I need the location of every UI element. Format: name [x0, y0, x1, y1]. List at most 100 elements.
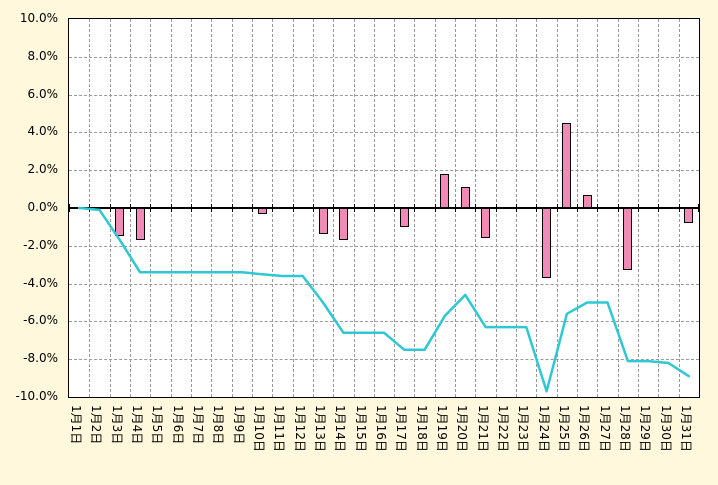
x-tick-label: 1月19日 [434, 405, 449, 452]
x-tick-label: 1月12日 [292, 405, 307, 452]
horizontal-gridline [69, 132, 699, 134]
axis-tick [394, 204, 396, 212]
x-tick-label: 1月25日 [556, 405, 571, 452]
axis-tick [617, 204, 619, 212]
x-tick-label: 1月4日 [130, 405, 145, 445]
x-tick-label: 1月21日 [475, 405, 490, 452]
axis-tick [312, 204, 314, 212]
y-tick-label: 4.0% [27, 124, 59, 139]
y-tick-label: -6.0% [23, 313, 58, 328]
axis-tick [170, 204, 172, 212]
y-tick-label: -2.0% [23, 237, 58, 252]
x-tick-label: 1月20日 [455, 405, 470, 452]
x-axis-labels: 1月1日 1月2日 1月3日 1月4日 1月5日 1月6日 1月7日 1月8日 1月9日 1月10… [68, 401, 700, 481]
y-tick-label: 10.0% [19, 11, 58, 25]
axis-tick [658, 204, 660, 212]
axis-tick [69, 204, 70, 212]
horizontal-gridline [69, 283, 699, 285]
horizontal-gridline [69, 94, 699, 96]
y-tick-label: 0.0% [27, 200, 59, 214]
bar [623, 208, 633, 271]
axis-tick [455, 204, 457, 212]
axis-tick [373, 204, 375, 212]
axis-tick [353, 204, 355, 212]
axis-tick [150, 204, 152, 212]
x-tick-label: 1月7日 [191, 405, 206, 445]
y-axis-labels: 10.0% 8.0% 6.0% 4.0% 2.0% 0.0% -2.0% -4.0% -6.0%… [0, 11, 62, 403]
bar [562, 122, 572, 208]
axis-tick [577, 204, 579, 212]
bar [684, 208, 694, 224]
axis-tick [434, 204, 436, 212]
bar [115, 208, 125, 237]
x-tick-label: 1月1日 [69, 405, 84, 445]
y-tick-label: 2.0% [27, 162, 59, 177]
x-tick-label: 1月5日 [150, 405, 165, 445]
bar [399, 208, 409, 227]
y-tick-label: -4.0% [23, 275, 58, 290]
bar [582, 194, 592, 208]
axis-tick [475, 204, 477, 212]
axis-tick [678, 204, 680, 212]
x-tick-label: 1月10日 [252, 405, 267, 452]
bar [318, 208, 328, 235]
y-tick-label: -8.0% [23, 351, 58, 366]
x-tick-label: 1月11日 [272, 405, 287, 452]
axis-tick [190, 204, 192, 212]
x-tick-label: 1月22日 [495, 405, 510, 452]
axis-tick [109, 204, 111, 212]
axis-tick [597, 204, 599, 212]
x-tick-label: 1月29日 [638, 405, 653, 452]
axis-tick [516, 204, 518, 212]
axis-tick [292, 204, 294, 212]
axis-tick [272, 204, 274, 212]
x-tick-label: 1月15日 [353, 405, 368, 452]
horizontal-gridline [69, 359, 699, 361]
x-tick-label: 1月9日 [231, 405, 246, 445]
axis-tick [129, 204, 131, 212]
x-tick-label: 1月18日 [414, 405, 429, 452]
horizontal-gridline [69, 321, 699, 323]
x-tick-label: 1月23日 [516, 405, 531, 452]
axis-tick [231, 204, 233, 212]
x-tick-label: 1月31日 [678, 405, 693, 452]
horizontal-gridline [69, 170, 699, 172]
bar [481, 208, 491, 239]
x-tick-label: 1月8日 [211, 405, 226, 445]
y-tick-label: -10.0% [15, 389, 58, 403]
bar [440, 173, 450, 208]
x-tick-label: 1月27日 [597, 405, 612, 452]
axis-tick [414, 204, 416, 212]
bar [460, 187, 470, 208]
bar [542, 208, 552, 278]
x-tick-label: 1月6日 [170, 405, 185, 445]
x-tick-label: 1月14日 [333, 405, 348, 452]
x-tick-label: 1月17日 [394, 405, 409, 452]
x-tick-label: 1月13日 [313, 405, 328, 452]
plot-area [68, 18, 700, 398]
axis-tick [638, 204, 640, 212]
y-tick-label: 8.0% [27, 48, 59, 63]
x-tick-label: 1月16日 [374, 405, 388, 452]
x-tick-label: 1月28日 [617, 405, 632, 452]
axis-tick [89, 204, 91, 212]
zero-axis-line [69, 207, 699, 209]
x-tick-label: 1月2日 [89, 405, 104, 445]
y-tick-label: 6.0% [27, 86, 59, 101]
bar [135, 208, 145, 241]
axis-tick [536, 204, 538, 212]
axis-tick [495, 204, 497, 212]
x-tick-label: 1月30日 [658, 405, 673, 452]
x-tick-label: 1月3日 [109, 405, 124, 445]
axis-tick [333, 204, 335, 212]
axis-tick [556, 204, 558, 212]
axis-tick [251, 204, 253, 212]
axis-tick [698, 204, 699, 212]
x-tick-label: 1月24日 [536, 405, 551, 452]
x-tick-label: 1月26日 [577, 405, 592, 452]
axis-tick [211, 204, 213, 212]
bar [338, 208, 348, 241]
horizontal-gridline [69, 56, 699, 58]
horizontal-gridline [69, 245, 699, 247]
